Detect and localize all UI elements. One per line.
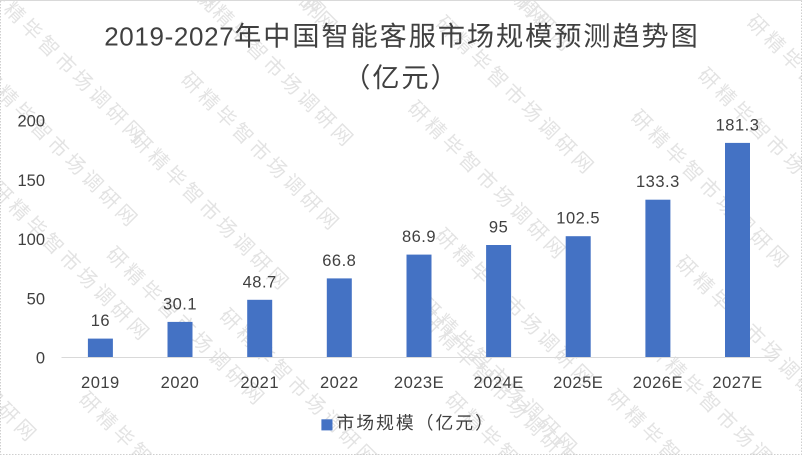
svg-text:66.8: 66.8 xyxy=(322,252,356,270)
svg-text:102.5: 102.5 xyxy=(556,210,600,228)
svg-text:133.3: 133.3 xyxy=(636,173,680,191)
svg-text:0: 0 xyxy=(36,350,45,368)
svg-text:100: 100 xyxy=(17,231,45,249)
svg-text:2019-2027: 2019-2027 xyxy=(104,22,234,52)
svg-text:2025E: 2025E xyxy=(553,374,603,392)
svg-text:16: 16 xyxy=(91,312,110,330)
svg-text:95: 95 xyxy=(489,219,508,237)
svg-text:48.7: 48.7 xyxy=(243,273,277,291)
svg-text:2022: 2022 xyxy=(320,374,359,392)
svg-text:200: 200 xyxy=(17,113,45,131)
svg-text:181.3: 181.3 xyxy=(716,116,760,134)
svg-text:2026E: 2026E xyxy=(633,374,683,392)
svg-text:2023E: 2023E xyxy=(394,374,444,392)
svg-text:30.1: 30.1 xyxy=(163,295,197,313)
svg-text:2019: 2019 xyxy=(81,374,120,392)
svg-text:2027E: 2027E xyxy=(712,374,762,392)
svg-text:150: 150 xyxy=(17,172,45,190)
svg-text:50: 50 xyxy=(27,290,45,308)
svg-text:2021: 2021 xyxy=(240,374,279,392)
svg-text:2020: 2020 xyxy=(161,374,200,392)
svg-text:2024E: 2024E xyxy=(473,374,523,392)
svg-text:86.9: 86.9 xyxy=(402,228,436,246)
